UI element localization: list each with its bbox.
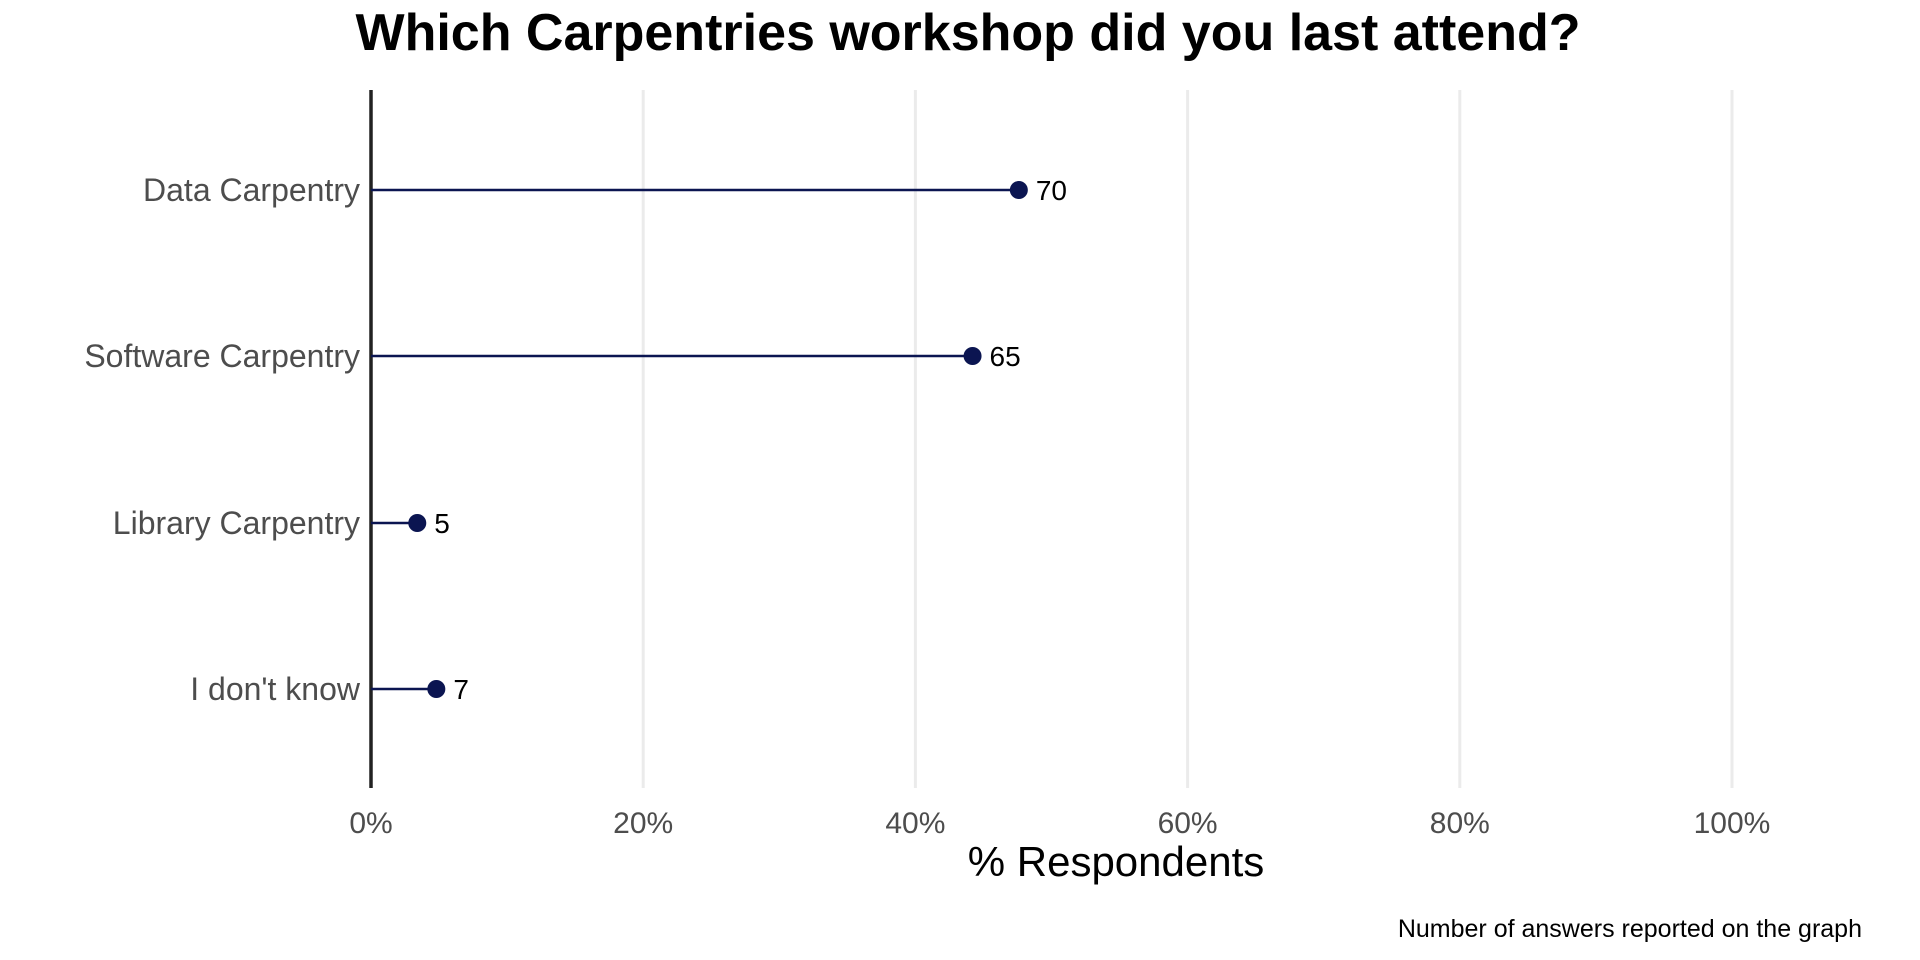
lollipop-marks: 70 65 5 7 [371, 175, 1067, 705]
y-axis-ticks: Data Carpentry Software Carpentry Library … [84, 172, 361, 707]
x-tick-label: 100% [1694, 807, 1771, 840]
x-axis-label: % Respondents [968, 838, 1265, 885]
lollipop-point [1009, 181, 1028, 199]
x-tick-label: 40% [885, 807, 945, 840]
lollipop-point [963, 347, 982, 365]
grid-lines [641, 90, 1734, 788]
y-tick-label: Library Carpentry [113, 505, 360, 541]
lollipop-point [427, 680, 446, 698]
x-tick-label: 20% [613, 807, 673, 840]
data-label: 7 [453, 674, 469, 705]
lollipop-point [408, 514, 427, 532]
y-tick-label: Software Carpentry [84, 338, 360, 374]
x-axis-ticks: 0% 20% 40% 60% 80% 100% [349, 807, 1770, 840]
y-tick-label: Data Carpentry [143, 172, 360, 208]
data-label: 65 [990, 341, 1021, 372]
x-tick-label: 80% [1430, 807, 1490, 840]
data-label: 70 [1036, 175, 1067, 206]
data-label: 5 [434, 508, 450, 539]
chart-caption: Number of answers reported on the graph [1398, 915, 1862, 943]
x-tick-label: 60% [1158, 807, 1218, 840]
chart-title: Which Carpentries workshop did you last … [355, 4, 1580, 62]
y-tick-label: I don't know [190, 671, 361, 707]
x-tick-label: 0% [349, 807, 392, 840]
